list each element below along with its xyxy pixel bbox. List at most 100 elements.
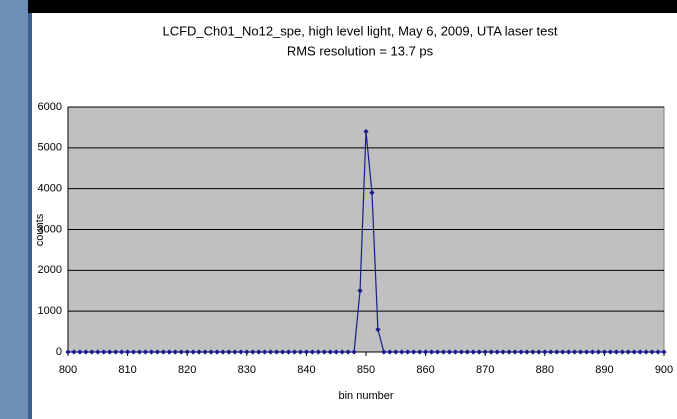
point-marker [411, 349, 417, 355]
window-frame-edge [28, 13, 32, 419]
point-marker [488, 349, 494, 355]
x-tick-label: 880 [536, 364, 554, 376]
point-marker [357, 288, 363, 294]
point-marker [321, 349, 327, 355]
point-marker [339, 349, 345, 355]
point-marker [554, 349, 560, 355]
point-marker [363, 128, 369, 135]
point-marker [345, 349, 351, 355]
point-marker [387, 349, 393, 355]
window-left-frame [0, 0, 28, 419]
point-marker [631, 349, 637, 355]
point-marker [464, 349, 470, 355]
chart-title: LCFD_Ch01_No12_spe, high level light, Ma… [162, 23, 557, 38]
x-tick-label: 890 [595, 364, 613, 376]
y-tick-label: 5000 [38, 142, 62, 154]
point-marker [172, 349, 178, 355]
point-marker [417, 349, 423, 355]
point-marker [250, 349, 256, 355]
point-marker [327, 349, 333, 355]
point-marker [65, 349, 71, 355]
point-marker [279, 349, 286, 355]
x-tick-label: 840 [297, 364, 315, 376]
point-marker [95, 349, 101, 355]
y-tick-label: 0 [56, 346, 62, 358]
point-marker [303, 349, 309, 355]
point-marker [89, 349, 95, 355]
x-tick-label: 870 [476, 364, 494, 376]
point-marker [589, 349, 596, 355]
point-marker [268, 349, 274, 355]
point-marker [220, 349, 226, 355]
point-marker [136, 349, 143, 355]
x-tick-label: 810 [118, 364, 136, 376]
point-marker [125, 349, 131, 355]
point-marker [595, 349, 602, 355]
point-marker [130, 349, 137, 355]
x-axis-label: bin number [338, 390, 393, 402]
point-marker [536, 349, 542, 355]
window-top-bar [0, 0, 677, 13]
point-marker [202, 349, 208, 355]
point-marker [244, 349, 250, 355]
point-marker [315, 349, 321, 355]
point-marker [160, 349, 166, 355]
point-marker [184, 349, 190, 355]
point-marker [351, 349, 357, 355]
point-marker [291, 349, 298, 355]
point-marker [178, 349, 184, 355]
point-marker [619, 349, 625, 355]
point-marker [518, 349, 524, 355]
point-marker [512, 349, 518, 355]
y-axis-label: counts [34, 213, 46, 246]
point-marker [500, 349, 506, 355]
point-marker [613, 349, 619, 355]
point-marker [166, 349, 172, 355]
point-marker [196, 349, 202, 355]
point-marker [226, 349, 232, 355]
point-marker [476, 349, 482, 355]
point-marker [428, 349, 435, 355]
point-marker [440, 349, 447, 355]
y-tick-label: 6000 [38, 101, 62, 113]
point-marker [381, 349, 387, 355]
point-marker [113, 349, 119, 355]
point-marker [107, 349, 113, 355]
point-marker [83, 349, 89, 355]
point-marker [577, 349, 584, 355]
point-marker [369, 190, 375, 196]
point-marker [333, 349, 339, 355]
point-marker [458, 349, 464, 355]
point-marker [71, 349, 77, 355]
point-marker [560, 349, 566, 355]
point-marker [208, 349, 214, 355]
point-marker [142, 349, 149, 355]
point-marker [548, 349, 554, 355]
point-marker [148, 349, 155, 355]
point-marker [530, 349, 536, 355]
point-marker [583, 349, 590, 355]
point-marker [470, 349, 476, 355]
point-marker [423, 349, 429, 355]
point-marker [190, 349, 196, 355]
y-tick-label: 1000 [38, 305, 62, 317]
point-marker [154, 349, 160, 355]
point-marker [399, 349, 405, 355]
point-marker [434, 349, 441, 355]
point-marker [256, 349, 262, 355]
point-marker [649, 349, 655, 355]
x-tick-label: 820 [178, 364, 196, 376]
point-marker [214, 349, 220, 355]
point-marker [607, 349, 613, 355]
point-marker [77, 349, 83, 355]
point-marker [393, 349, 399, 355]
point-marker [405, 349, 411, 355]
point-marker [655, 349, 661, 355]
point-marker [601, 349, 607, 355]
point-marker [494, 349, 500, 355]
x-tick-label: 860 [416, 364, 434, 376]
point-marker [542, 349, 548, 355]
point-marker [637, 349, 643, 355]
point-marker [566, 349, 572, 355]
